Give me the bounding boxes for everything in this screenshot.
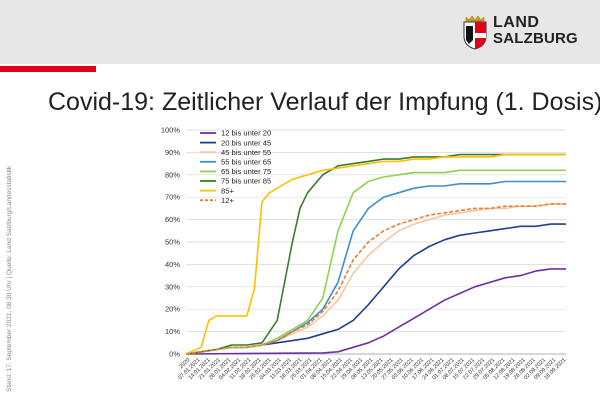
logo: LAND SALZBURG [462, 14, 592, 52]
series-line [185, 169, 566, 355]
y-tick-label: 90% [165, 148, 180, 157]
logo-line-2: SALZBURG [493, 30, 578, 47]
chart-series-lines [185, 153, 566, 355]
legend-label: 65 bis unter 75 [221, 167, 271, 176]
y-tick-label: 50% [165, 238, 180, 247]
y-axis-labels: 0% 10% 20% 30% 40% 50% 60% 70% 80% 90% 100% [161, 126, 181, 359]
series-line [185, 203, 566, 355]
y-tick-label: 0% [169, 350, 180, 359]
legend-label: 45 bis unter 55 [221, 148, 271, 157]
legend-label: 12+ [221, 196, 234, 205]
y-tick-label: 10% [165, 327, 180, 336]
series-line [185, 268, 566, 355]
legend-label: 75 bis unter 85 [221, 177, 271, 186]
header-band [0, 0, 600, 64]
coat-of-arms-icon [463, 16, 487, 50]
page-title: Covid-19: Zeitlicher Verlauf der Impfung… [48, 88, 600, 116]
x-axis-labels: 202007.01.202114.01.202121.01.202128.01.… [178, 357, 568, 381]
legend-label: 55 bis unter 65 [221, 158, 271, 167]
logo-line-1: LAND [493, 14, 540, 31]
series-line [185, 223, 566, 355]
y-tick-label: 70% [165, 193, 180, 202]
legend-label: 85+ [221, 186, 234, 195]
series-line [185, 153, 566, 355]
legend-label: 12 bis unter 20 [221, 129, 271, 138]
y-tick-label: 20% [165, 305, 180, 314]
accent-bar [0, 66, 96, 72]
legend-label: 20 bis unter 45 [221, 138, 271, 147]
y-tick-label: 80% [165, 170, 180, 179]
y-tick-label: 30% [165, 282, 180, 291]
y-tick-label: 40% [165, 260, 180, 269]
y-tick-label: 60% [165, 215, 180, 224]
y-tick-label: 100% [161, 126, 181, 135]
chart-grid [186, 129, 566, 355]
